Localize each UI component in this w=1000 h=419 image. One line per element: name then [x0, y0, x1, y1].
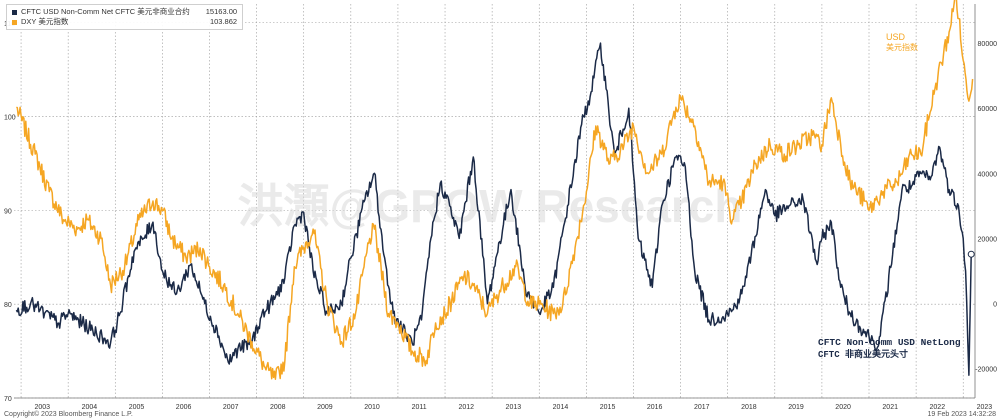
right-tick-label: 40000 — [978, 171, 998, 178]
axes: 2003 2004 2005 2006 2007 2008 2009 2010 2011 2012… — [4, 4, 997, 411]
x-tick-label: 2009 — [317, 404, 333, 411]
right-tick-label: 80000 — [978, 41, 998, 48]
right-tick-label: -20000 — [975, 367, 997, 374]
footer-copyright: Copyright© 2023 Bloomberg Finance L.P. — [4, 411, 133, 418]
right-tick-label: 20000 — [978, 236, 998, 243]
series-layer — [15, 0, 975, 380]
x-tick-label: 2003 — [34, 404, 50, 411]
x-tick-label: 2007 — [223, 404, 239, 411]
x-tick-label: 2015 — [600, 404, 616, 411]
left-tick-label: 100 — [4, 115, 16, 122]
usd-annotation-title: USD — [886, 32, 906, 42]
legend-value-dxy: 103.862 — [209, 17, 238, 26]
legend-swatch-cftc — [12, 9, 17, 15]
footer-timestamp: 19 Feb 2023 14:32:28 — [927, 411, 996, 418]
legend-row-dxy: DXY 美元指数 103.862 — [12, 17, 237, 27]
x-tick-label: 2022 — [930, 404, 946, 411]
legend-row-cftc: CFTC USD Non-Comm Net CFTC 美元非商业合约 15163… — [12, 7, 237, 17]
watermark-text: 洪灝@GROW Research — [238, 180, 743, 232]
x-tick-label: 2014 — [553, 404, 569, 411]
series-line-dxy — [16, 0, 974, 380]
cftc-annotation-title: CFTC Non-comm USD NetLong — [818, 337, 961, 348]
x-tick-label: 2011 — [412, 404, 427, 411]
cftc-last-point — [967, 250, 975, 258]
x-tick-label: 2018 — [741, 404, 757, 411]
x-tick-label: 2006 — [176, 404, 192, 411]
x-tick-label: 2021 — [882, 404, 898, 411]
usd-annotation-subtitle: 美元指数 — [886, 42, 918, 52]
x-tick-label: 2020 — [835, 404, 851, 411]
chart-legend: CFTC USD Non-Comm Net CFTC 美元非商业合约 15163… — [6, 4, 244, 30]
x-tick-label: 2008 — [270, 404, 286, 411]
right-tick-label: 60000 — [978, 106, 998, 113]
x-tick-label: 2005 — [129, 404, 145, 411]
right-tick-label: 0 — [993, 302, 997, 309]
cftc-annotation-subtitle: CFTC 非商业美元头寸 — [818, 348, 908, 360]
x-tick-label: 2016 — [647, 404, 663, 411]
series-line-cftc — [15, 42, 972, 376]
x-tick-label: 2004 — [82, 404, 98, 411]
x-tick-label: 2019 — [788, 404, 804, 411]
x-tick-label: 2010 — [364, 404, 380, 411]
annotations: USD 美元指数 CFTC Non-comm USD NetLong CFTC … — [818, 32, 961, 360]
x-tick-label: 2017 — [694, 404, 710, 411]
left-tick-label: 80 — [4, 302, 12, 309]
legend-label-dxy: DXY 美元指数 — [21, 17, 69, 26]
legend-value-cftc: 15163.00 — [205, 7, 238, 16]
left-tick-label: 90 — [4, 208, 12, 215]
legend-swatch-dxy — [12, 19, 17, 25]
x-tick-label: 2012 — [458, 404, 474, 411]
x-tick-label: 2013 — [506, 404, 522, 411]
x-tick-label: 2023 — [977, 404, 993, 411]
left-tick-label: 70 — [4, 396, 12, 403]
legend-label-cftc: CFTC USD Non-Comm Net CFTC 美元非商业合约 — [21, 7, 190, 16]
